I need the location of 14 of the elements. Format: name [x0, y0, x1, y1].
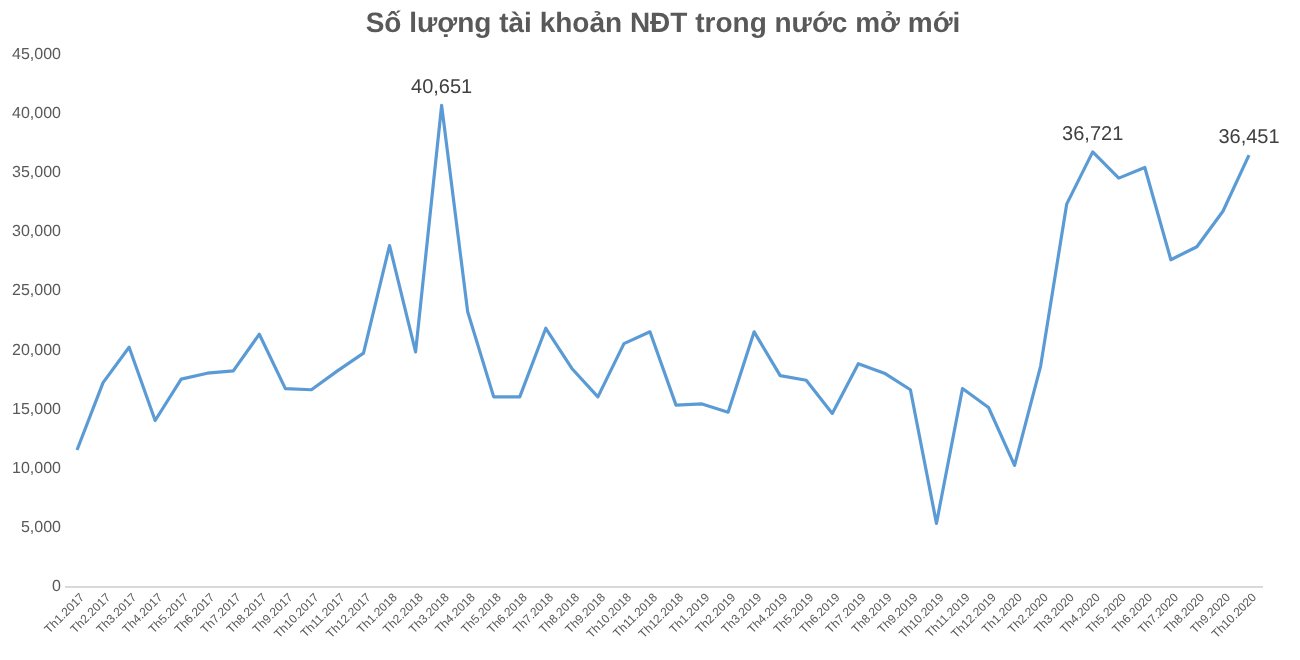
data-label: 36,721 — [1062, 123, 1125, 146]
y-tick-label: 35,000 — [12, 163, 63, 182]
y-tick-label: 40,000 — [12, 104, 63, 123]
data-label: 36,451 — [1218, 127, 1281, 150]
y-tick-label: 25,000 — [12, 281, 63, 300]
y-tick-label: 45,000 — [12, 45, 63, 63]
y-tick-label: 15,000 — [12, 399, 63, 418]
data-label: 40,651 — [411, 77, 474, 100]
y-tick-label: 0 — [52, 577, 63, 595]
y-tick-label: 30,000 — [12, 222, 63, 241]
y-tick-label: 20,000 — [12, 340, 63, 359]
y-tick-label: 10,000 — [12, 458, 63, 477]
y-tick-label: 5,000 — [20, 517, 63, 536]
chart-title: Số lượng tài khoản NĐT trong nước mở mới — [365, 6, 961, 38]
